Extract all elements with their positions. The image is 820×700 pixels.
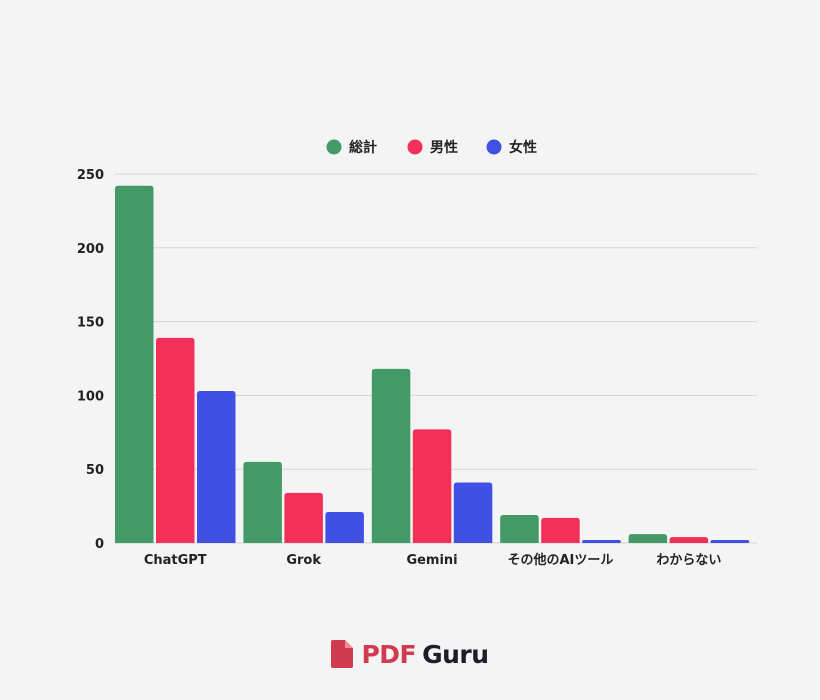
legend-label: 女性: [509, 139, 537, 156]
bar: [156, 337, 195, 543]
x-tick-label: わからない: [656, 553, 721, 568]
legend-label: 総計: [349, 139, 377, 156]
legend: 総計 男性 女性: [326, 139, 537, 156]
bar: [500, 514, 539, 543]
bar: [669, 537, 709, 543]
bar: [582, 540, 621, 543]
y-tick-label: 250: [77, 168, 104, 183]
bar: [541, 517, 580, 543]
pdf-file-icon: [331, 640, 354, 668]
x-tick-label: ChatGPT: [144, 553, 207, 568]
bar: [284, 492, 323, 543]
y-tick-label: 150: [77, 316, 104, 331]
legend-swatch: [486, 139, 502, 155]
brand-pdf-text: PDF: [361, 639, 417, 669]
x-tick-label: Grok: [286, 553, 321, 568]
y-tick-label: 50: [86, 463, 104, 478]
bar: [325, 512, 364, 543]
y-axis: 0 50 100 150 200 250: [77, 168, 104, 552]
brand-guru-text: Guru: [422, 639, 489, 669]
x-axis: ChatGPT Grok Gemini その他のAIツール わからない: [144, 552, 722, 568]
bar: [628, 534, 668, 543]
legend-label: 男性: [430, 139, 458, 156]
bar: [197, 390, 236, 543]
bar: [115, 185, 154, 544]
bar: [371, 368, 411, 543]
bars: [115, 185, 750, 544]
y-tick-label: 100: [77, 389, 104, 404]
bar: [453, 482, 493, 543]
bar: [710, 540, 750, 543]
legend-swatch: [326, 139, 342, 155]
bar-chart: 0 50 100 150 200 250 ChatGPT Grok Gemini その他のAIツ…: [77, 139, 757, 568]
y-tick-label: 200: [77, 242, 104, 257]
x-tick-label: その他のAIツール: [507, 552, 613, 568]
x-tick-label: Gemini: [406, 553, 457, 568]
legend-swatch: [407, 139, 423, 155]
bar: [412, 429, 452, 543]
y-tick-label: 0: [95, 537, 104, 552]
bar: [243, 461, 282, 543]
brand-logo: PDF Guru: [0, 632, 820, 676]
